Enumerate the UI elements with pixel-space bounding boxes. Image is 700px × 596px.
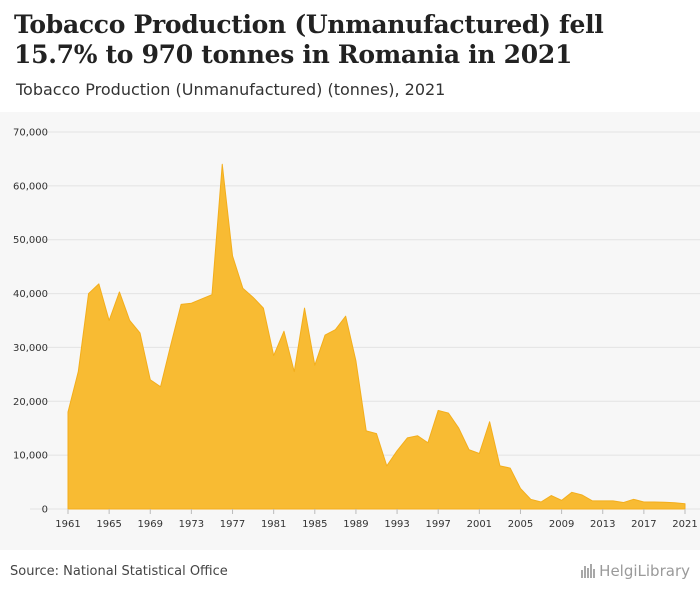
data-point — [221, 163, 223, 165]
data-point — [458, 427, 460, 429]
x-tick-label: 1969 — [138, 519, 163, 530]
data-point — [499, 465, 501, 467]
x-tick-label: 2021 — [672, 519, 697, 530]
x-tick-label: 1973 — [179, 519, 204, 530]
data-point — [283, 330, 285, 332]
data-point — [602, 500, 604, 502]
data-point — [231, 255, 233, 257]
y-tick-label: 10,000 — [13, 451, 48, 462]
x-tick-label: 2009 — [549, 519, 574, 530]
library-columns-icon — [581, 564, 596, 578]
data-point — [242, 287, 244, 289]
data-point — [530, 498, 532, 500]
data-point — [447, 412, 449, 414]
data-point — [87, 292, 89, 294]
helgi-library-logo: HelgiLibrary — [581, 562, 690, 580]
data-point — [540, 501, 542, 503]
x-tick-label: 2005 — [508, 519, 533, 530]
data-point — [118, 291, 120, 293]
data-point — [663, 501, 665, 503]
data-point — [622, 501, 624, 503]
data-point — [129, 319, 131, 321]
data-point — [560, 499, 562, 501]
data-point — [386, 465, 388, 467]
y-tick-label: 20,000 — [13, 397, 48, 408]
data-point — [591, 500, 593, 502]
x-tick-label: 2013 — [590, 519, 615, 530]
data-point — [314, 364, 316, 366]
data-point — [581, 494, 583, 496]
area-layer — [67, 163, 686, 510]
chart-header: Tobacco Production (Unmanufactured) fell… — [0, 0, 700, 112]
data-point — [262, 307, 264, 309]
data-point — [375, 432, 377, 434]
x-tick-label: 1977 — [220, 519, 245, 530]
x-axis: 1961 1965 1969 1973 1977 1981 1985 1989 1993 1997… — [55, 509, 698, 530]
data-point — [509, 467, 511, 469]
data-point — [108, 319, 110, 321]
x-tick-label: 1993 — [384, 519, 409, 530]
data-point — [98, 283, 100, 285]
y-tick-label: 30,000 — [13, 343, 48, 354]
data-point — [571, 491, 573, 493]
data-point — [303, 307, 305, 309]
data-point — [643, 501, 645, 503]
data-point — [293, 370, 295, 372]
x-tick-label: 1965 — [96, 519, 121, 530]
data-point — [334, 328, 336, 330]
x-tick-label: 1989 — [343, 519, 368, 530]
data-point — [653, 501, 655, 503]
x-tick-label: 1985 — [302, 519, 327, 530]
data-point — [612, 500, 614, 502]
data-point — [67, 411, 69, 413]
x-tick-label: 2017 — [631, 519, 656, 530]
data-point — [396, 450, 398, 452]
data-point — [200, 298, 202, 300]
data-point — [519, 487, 521, 489]
data-point — [478, 452, 480, 454]
data-point — [674, 502, 676, 504]
source-note: Source: National Statistical Office — [10, 564, 228, 579]
data-point — [406, 437, 408, 439]
x-tick-label: 1997 — [425, 519, 450, 530]
data-point — [252, 296, 254, 298]
y-tick-label: 70,000 — [13, 128, 48, 139]
data-point — [550, 494, 552, 496]
y-tick-label: 60,000 — [13, 181, 48, 192]
x-tick-label: 1961 — [55, 519, 80, 530]
area-chart: 0 10,000 20,000 30,000 40,000 50,000 60,000 70,… — [13, 128, 700, 530]
y-tick-label: 40,000 — [13, 289, 48, 300]
data-point — [468, 449, 470, 451]
data-point — [344, 315, 346, 317]
data-point — [437, 409, 439, 411]
chart-title: Tobacco Production (Unmanufactured) fell… — [14, 10, 604, 69]
data-point — [684, 503, 686, 505]
data-point — [272, 354, 274, 356]
data-point — [180, 303, 182, 305]
data-point — [149, 379, 151, 381]
y-axis: 0 10,000 20,000 30,000 40,000 50,000 60,000 70,… — [13, 128, 48, 516]
data-point — [159, 386, 161, 388]
x-tick-label: 1981 — [261, 519, 286, 530]
data-point — [488, 421, 490, 423]
data-point — [365, 430, 367, 432]
data-point — [211, 293, 213, 295]
y-tick-label: 0 — [42, 505, 48, 516]
y-tick-label: 50,000 — [13, 235, 48, 246]
data-point — [190, 302, 192, 304]
data-point — [77, 370, 79, 372]
logo-text: HelgiLibrary — [599, 562, 690, 580]
data-point — [139, 332, 141, 334]
data-point — [324, 334, 326, 336]
chart-subtitle: Tobacco Production (Unmanufactured) (ton… — [16, 80, 446, 99]
data-point — [416, 435, 418, 437]
data-point — [632, 498, 634, 500]
x-tick-label: 2001 — [467, 519, 492, 530]
data-point — [170, 344, 172, 346]
data-point — [355, 360, 357, 362]
area-series — [67, 163, 686, 510]
data-point — [427, 442, 429, 444]
